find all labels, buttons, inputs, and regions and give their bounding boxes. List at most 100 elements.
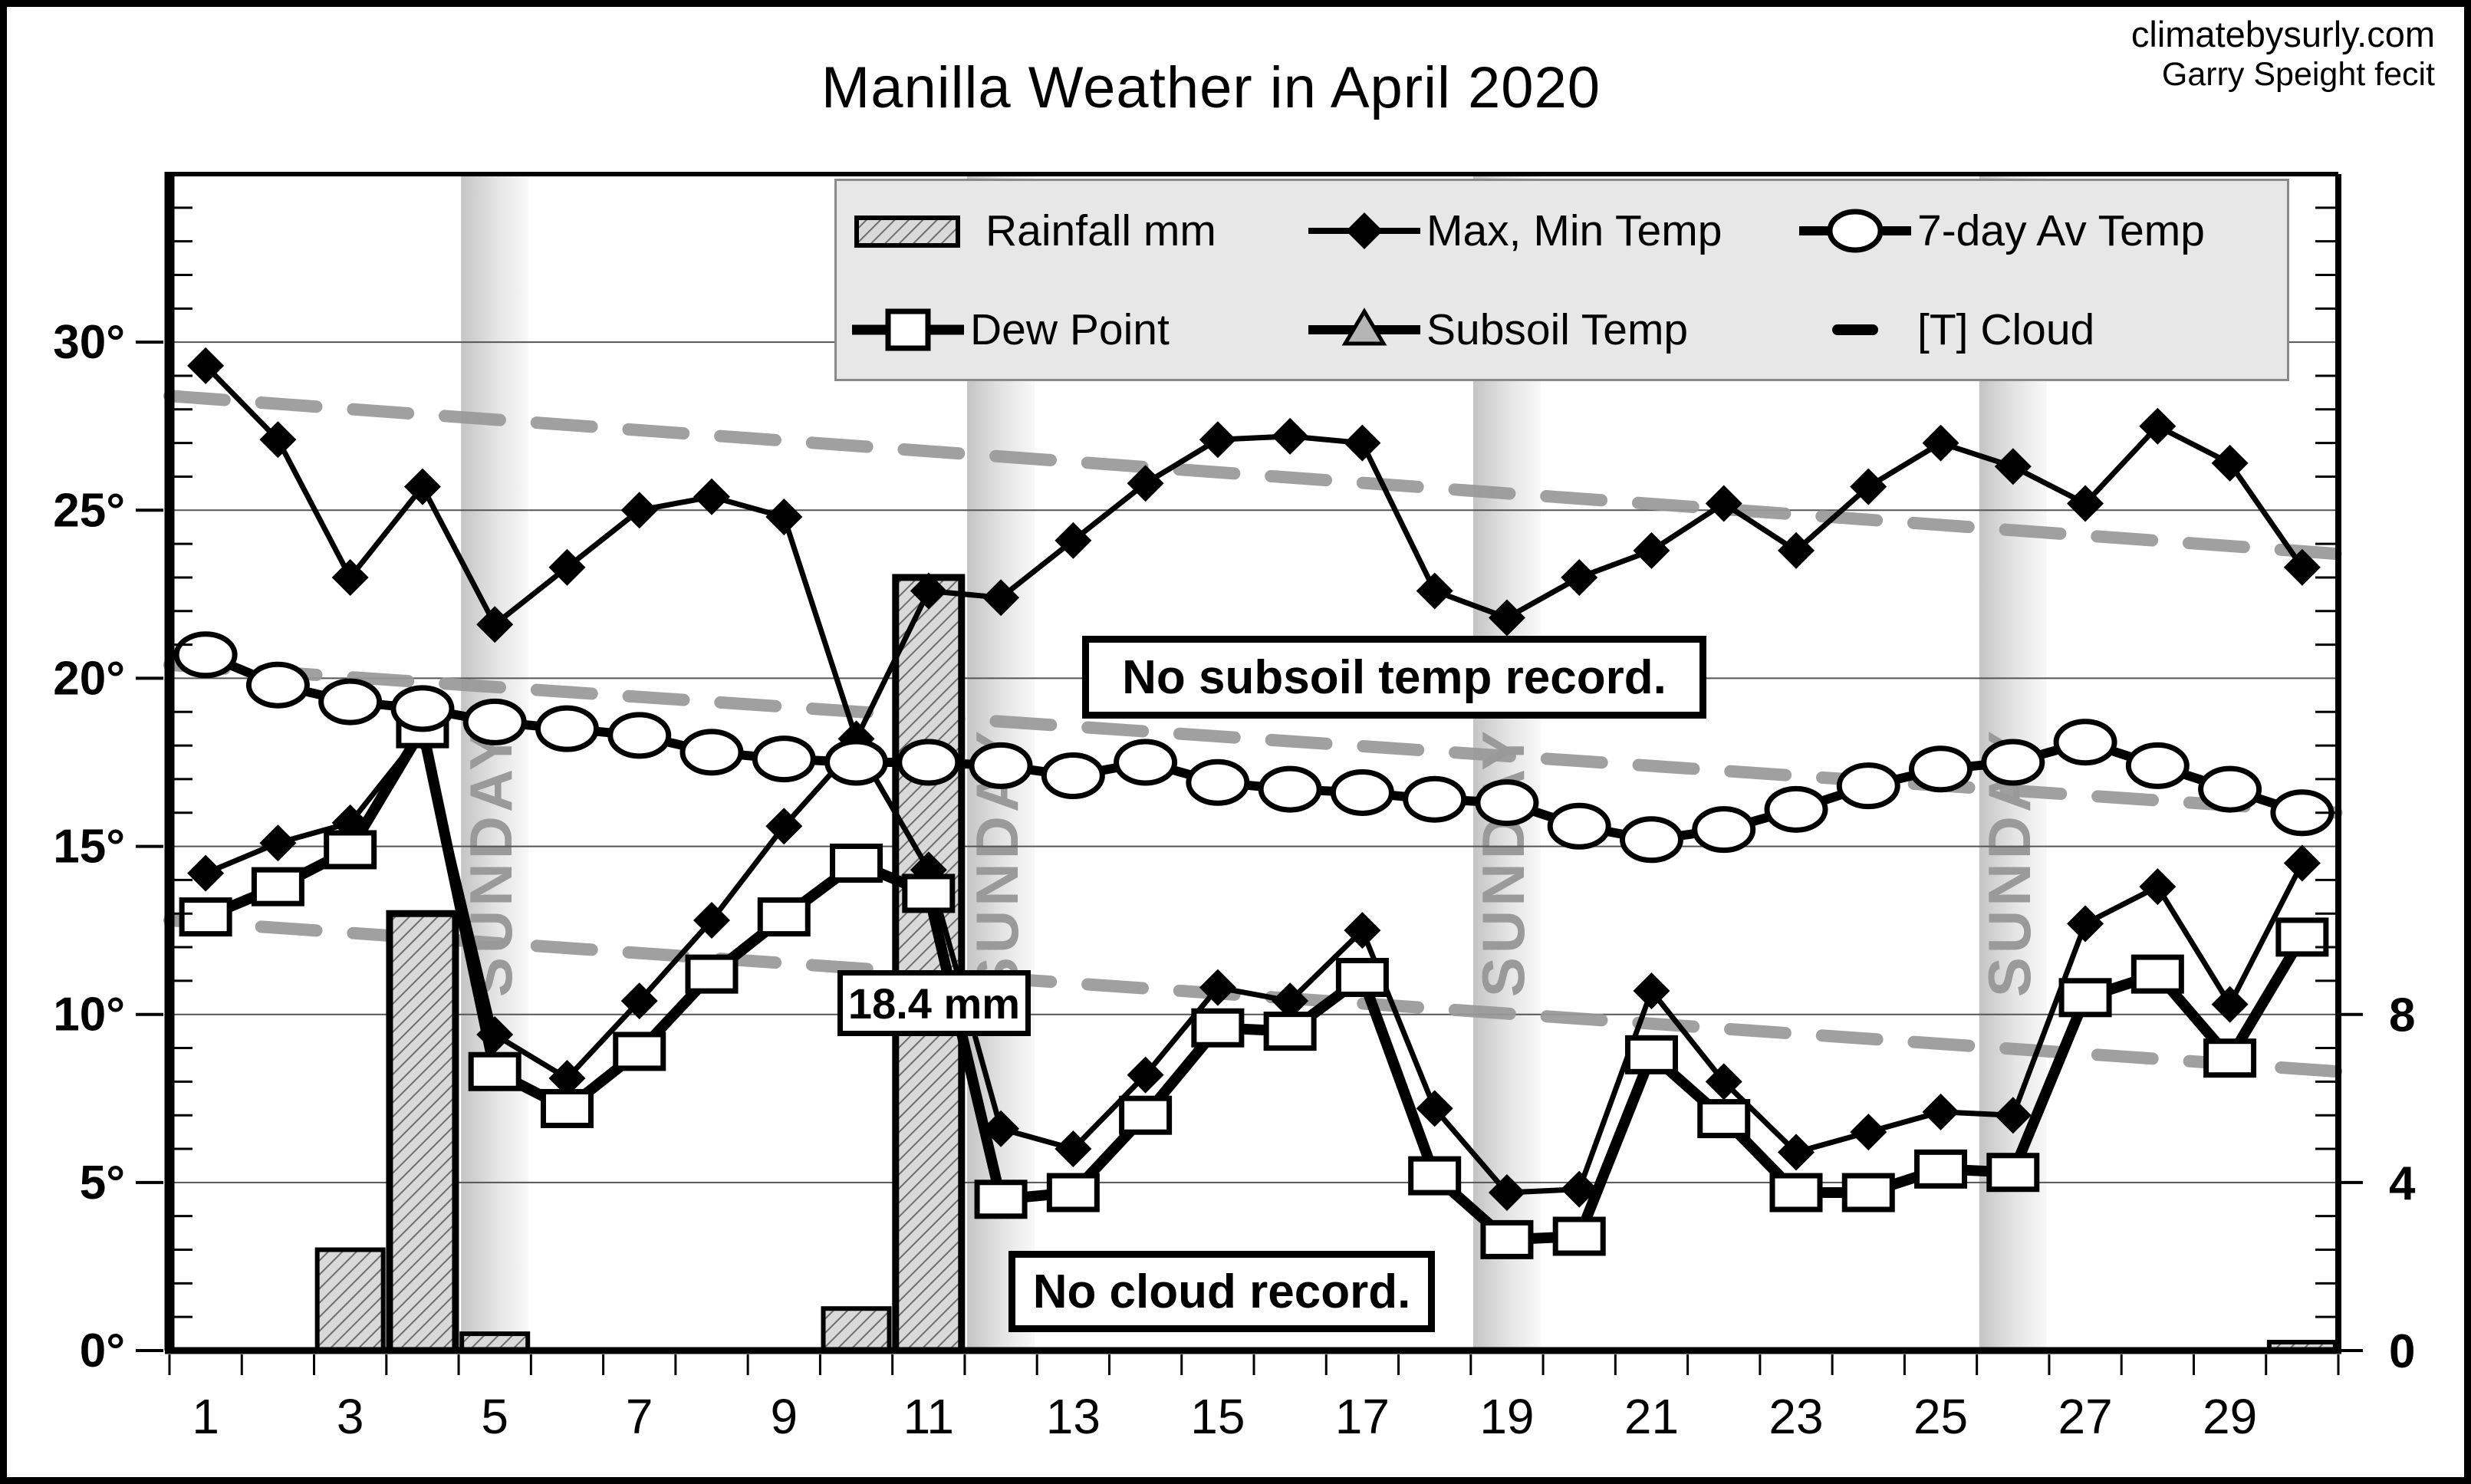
avg-temp-marker <box>1836 762 1900 810</box>
max-temp-marker <box>476 606 514 643</box>
max-temp-marker <box>1344 424 1381 462</box>
avg-temp-marker <box>390 685 455 732</box>
dew-point-marker <box>1480 1219 1534 1259</box>
avg-temp-marker <box>679 729 744 776</box>
min-temp-marker <box>548 1059 586 1097</box>
min-temp-marker <box>1055 1130 1092 1168</box>
y-axis-tick-label: 30° <box>53 316 125 369</box>
max-temp-marker <box>1055 522 1092 559</box>
dew-point-marker <box>179 897 232 937</box>
dew-point-trend <box>163 913 2344 1078</box>
max-temp-marker <box>2283 548 2321 586</box>
dew-point-marker <box>2203 1038 2257 1078</box>
avg-temp-marker <box>173 631 238 679</box>
x-axis-tick-label: 5 <box>481 1389 508 1444</box>
min-temp-marker <box>2211 985 2249 1023</box>
legend-label: Subsoil Temp <box>1426 304 1689 354</box>
avg-temp-marker <box>1403 775 1467 823</box>
min-temp-marker <box>1488 1174 1525 1212</box>
max-temp-marker <box>2211 444 2249 482</box>
min-temp-marker <box>982 1110 1020 1147</box>
dew-point-swatch-icon <box>852 308 964 350</box>
avg-temp-marker <box>2125 742 2190 789</box>
dew-point-marker <box>1119 1095 1173 1135</box>
dew-point-marker <box>1046 1173 1100 1213</box>
dew-point-marker <box>902 874 956 913</box>
avg-temp-marker <box>969 742 1033 789</box>
max-temp-marker <box>1488 599 1525 637</box>
avg-temp-marker <box>752 735 816 783</box>
max-temp-marker <box>331 558 369 596</box>
legend-item-cloud: [T] Cloud <box>1798 291 2287 368</box>
y-axis-tick-label: 25° <box>53 484 125 537</box>
max-temp-marker <box>2139 407 2177 445</box>
min-temp-marker <box>1199 969 1236 1006</box>
avg-temp-marker <box>535 705 599 752</box>
rainfall-bar <box>386 910 459 1354</box>
x-axis-tick-label: 23 <box>1769 1389 1823 1444</box>
dew-point-marker <box>2058 978 2112 1018</box>
avg-temp-marker <box>1547 802 1611 850</box>
y-axis-tick-label: 0° <box>80 1324 125 1377</box>
min-temp-marker <box>1272 982 1309 1020</box>
max-temp-marker <box>1633 531 1670 569</box>
x-axis-tick-label: 11 <box>903 1389 954 1444</box>
avg-temp-marker <box>1909 745 1973 793</box>
min-temp-marker <box>1850 1114 1887 1151</box>
x-axis-tick-label: 3 <box>337 1389 364 1444</box>
avg-temp-marker <box>1186 758 1250 806</box>
sunday-band <box>461 174 529 1351</box>
min-temp-marker <box>1127 1056 1164 1094</box>
avg-temp-marker <box>824 739 889 786</box>
legend-item-av-temp: 7-day Av Temp <box>1798 192 2287 269</box>
dew-point-marker <box>1769 1173 1823 1213</box>
x-axis-tick-label: 7 <box>626 1389 653 1444</box>
max-temp-marker <box>1561 558 1598 596</box>
y-axis-tick-label: 5° <box>80 1157 125 1209</box>
no-cloud-annotation: No cloud record. <box>1008 1251 1435 1332</box>
avg-temp-marker <box>2198 765 2262 813</box>
dew-point-marker <box>251 867 304 907</box>
y-axis-tick-label: 15° <box>53 821 125 874</box>
max-temp-marker <box>1416 572 1453 610</box>
avg-temp-marker <box>1330 768 1394 816</box>
x-axis-tick-label: 17 <box>1335 1389 1390 1444</box>
x-axis-tick-label: 25 <box>1913 1389 1968 1444</box>
avg-temp-marker <box>607 712 672 759</box>
max-temp-marker <box>1778 531 1815 569</box>
max-temp-marker <box>1127 465 1164 502</box>
avg-temp-marker <box>1114 739 1178 786</box>
x-axis-tick-label: 21 <box>1624 1389 1679 1444</box>
dew-point-marker <box>685 954 739 994</box>
dew-point-marker <box>468 1051 522 1091</box>
max-temp-marker <box>1199 421 1236 459</box>
dew-point-marker <box>2130 954 2184 994</box>
dew-point-marker <box>2275 917 2329 957</box>
max-temp-marker <box>1922 424 1959 462</box>
max-temp-marker <box>403 468 441 505</box>
max-temp-marker <box>1994 448 2032 485</box>
x-axis-tick-label: 27 <box>2058 1389 2112 1444</box>
min-temp-marker <box>765 808 803 845</box>
legend-label: 7-day Av Temp <box>1917 206 2205 255</box>
avg-temp-marker <box>1692 806 1756 854</box>
dew-point-marker <box>757 897 811 937</box>
rain-axis-tick-label: 0 <box>2389 1325 2415 1378</box>
min-temp-marker <box>620 982 658 1020</box>
legend-item-max-min-temp: Max, Min Temp <box>1307 192 1798 269</box>
min-temp-marker <box>2067 905 2104 943</box>
trend-lines <box>163 390 2344 1078</box>
avg-temp-trend <box>163 658 2344 819</box>
rainfall-bar <box>892 574 966 1354</box>
axes <box>136 172 2363 1375</box>
max-temp-trend <box>163 390 2344 561</box>
min-temp-marker <box>2283 844 2321 882</box>
site-name: climatebysurly.com <box>2130 14 2435 54</box>
max-temp-marker <box>1705 485 1742 522</box>
dew-point-marker <box>1986 1153 2040 1193</box>
sunday-band-label: SUNDAY <box>1469 727 1537 997</box>
avg-temp-marker <box>318 678 383 726</box>
avg-temp-marker <box>1619 816 1683 864</box>
